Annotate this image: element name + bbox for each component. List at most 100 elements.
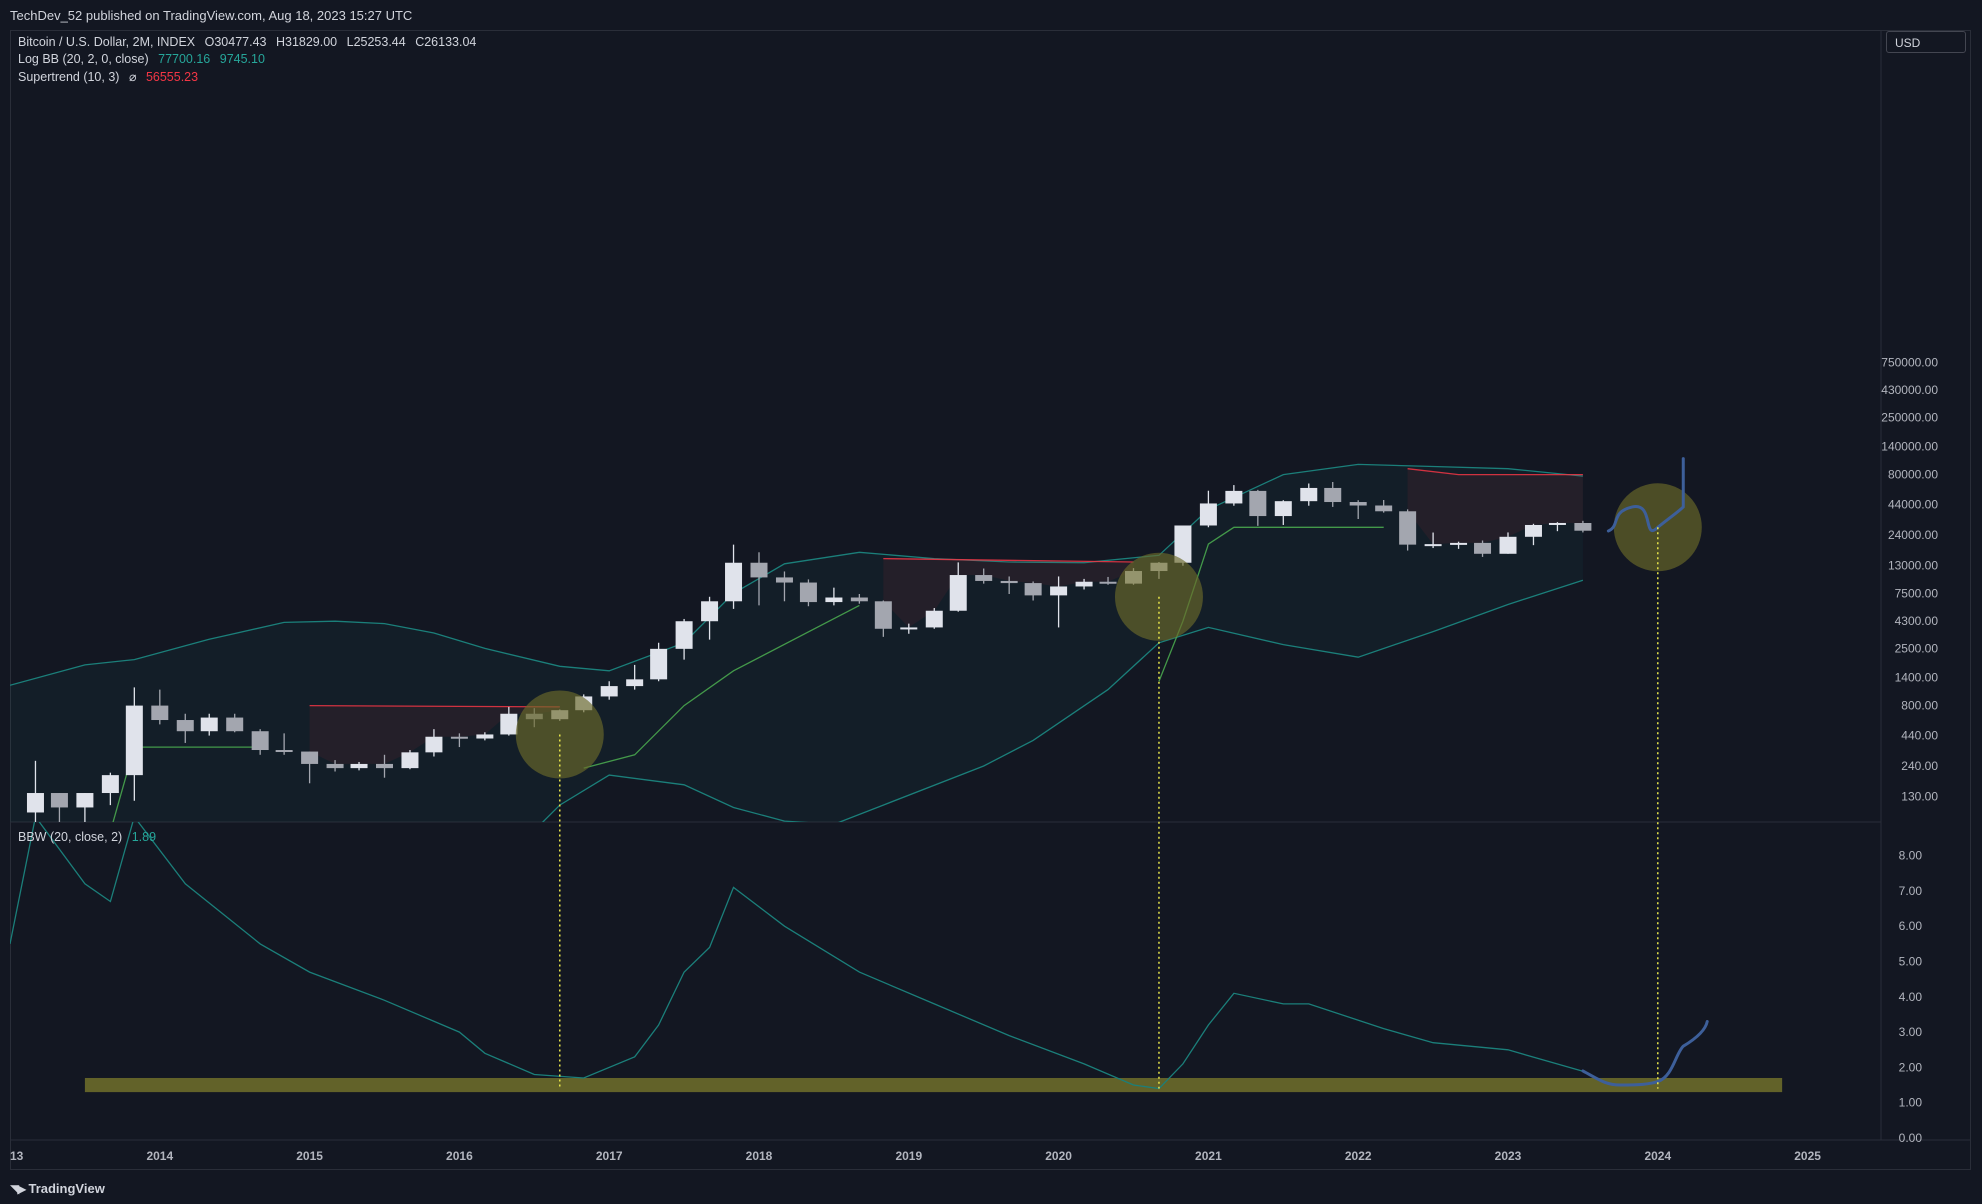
price-projection-curve [1606,457,1685,533]
candle-body [500,713,518,735]
time-axis-label: 2019 [895,1149,922,1163]
price-scale-label: 440.00 [1901,729,1938,743]
bbw-projection-curve [1581,1020,1709,1087]
candle-body [1300,487,1318,502]
bb-upper-value: 77700.16 [158,52,211,66]
time-axis-label: 13 [10,1149,24,1163]
tradingview-brand[interactable]: ◥▶ TradingView [10,1181,105,1196]
supertrend-value: 56555.23 [145,70,199,84]
price-scale-label: 7500.00 [1895,586,1939,600]
price-scale-label: 130.00 [1901,790,1938,804]
time-axis-label: 2016 [446,1149,473,1163]
candle-body [900,627,918,630]
candle-body [101,775,119,794]
bbw-scale-label: 1.00 [1899,1096,1923,1110]
candle-body [1524,524,1542,537]
candle-body [1024,583,1042,596]
supertrend-segment-0 [112,746,261,822]
candle-body [151,705,169,721]
time-axis-label: 2023 [1495,1149,1522,1163]
candle-body [450,736,468,739]
supertrend-fill-1 [309,705,560,764]
ohlc-high: H31829.00 [275,35,338,49]
candle-body [176,720,194,732]
bbw-highlight-band [84,1077,1783,1093]
price-scale-label: 1400.00 [1895,671,1939,685]
time-axis-label: 2020 [1045,1149,1072,1163]
footer [0,1172,1982,1204]
candle-body [1424,544,1442,547]
candle-body [1199,503,1217,526]
top-bar: TechDev_52 published on TradingView.com,… [0,0,1982,30]
chart-frame [10,30,1971,1170]
bbw-scale-label: 5.00 [1899,955,1923,969]
supertrend-legend: Supertrend (10, 3) ⌀ 56555.23 [18,69,204,84]
tradingview-logo-icon: ◥▶ [10,1181,27,1196]
bb-indicator-name[interactable]: Log BB (20, 2, 0, close) [18,52,149,66]
ohlc-close: C26133.04 [415,35,477,49]
price-scale-label: 240.00 [1901,759,1938,773]
candle-body [350,763,368,769]
time-axis-label: 2022 [1345,1149,1372,1163]
candle-body [1274,501,1292,517]
candle-body [1324,487,1342,503]
candle-body [1474,542,1492,554]
bb-fill [10,464,1583,822]
price-scale-label: 250000.00 [1881,410,1938,424]
ohlc-open: O30477.43 [204,35,267,49]
candle-body [825,597,843,603]
supertrend-indicator-name[interactable]: Supertrend (10, 3) [18,70,120,84]
bbw-scale-label: 7.00 [1899,884,1923,898]
time-axis-label: 2015 [296,1149,323,1163]
supertrend-segment-5 [1407,468,1583,476]
bbw-scale-label: 8.00 [1899,849,1923,863]
symbol-name[interactable]: Bitcoin / U.S. Dollar, 2M, INDEX [18,35,196,49]
time-axis-label: 2018 [746,1149,773,1163]
candle-body [650,648,668,680]
candle-body [750,562,768,578]
bb-lower-value: 9745.10 [219,52,265,66]
candle-body [1499,536,1517,554]
supertrend-segment-2 [583,604,860,769]
supertrend-fill-3 [883,558,1134,628]
candle-body [1450,542,1468,545]
time-axis-label: 2017 [596,1149,623,1163]
candle-body [1548,522,1566,525]
candle-body [850,597,868,602]
candle-body [1174,525,1192,563]
candle-body [1050,586,1068,596]
candle-body [125,705,143,776]
price-scale-label: 750000.00 [1881,355,1938,369]
candle-body [1399,511,1417,545]
candle-body [401,752,419,769]
candle-body [626,679,644,687]
candle-body [1349,502,1367,506]
candle-body [1249,490,1267,517]
candle-body [1075,581,1093,587]
candle-body [675,621,693,649]
candle-body [701,601,719,622]
candle-body [1574,523,1592,531]
candle-body [226,717,244,732]
supertrend-symbol: ⌀ [128,70,137,84]
currency-button[interactable]: USD [1886,31,1966,53]
bbw-indicator-name[interactable]: BBW (20, close, 2) [18,830,123,844]
candle-body [975,575,993,581]
candle-body [725,562,743,602]
candle-body [376,763,393,769]
candle-body [925,610,943,628]
bbw-line [10,822,1584,1090]
time-axis-label: 2024 [1644,1149,1671,1163]
candle-body [1000,580,1018,584]
candle-body [1099,581,1117,584]
candle-body [301,751,319,764]
publish-info: TechDev_52 published on TradingView.com,… [10,8,413,23]
bbw-scale-label: 4.00 [1899,990,1923,1004]
candle-body [949,575,967,611]
bbw-scale-label: 2.00 [1899,1060,1923,1074]
price-scale-label: 4300.00 [1895,614,1939,628]
price-scale-label: 44000.00 [1888,498,1938,512]
ohlc-low: L25253.44 [346,35,406,49]
